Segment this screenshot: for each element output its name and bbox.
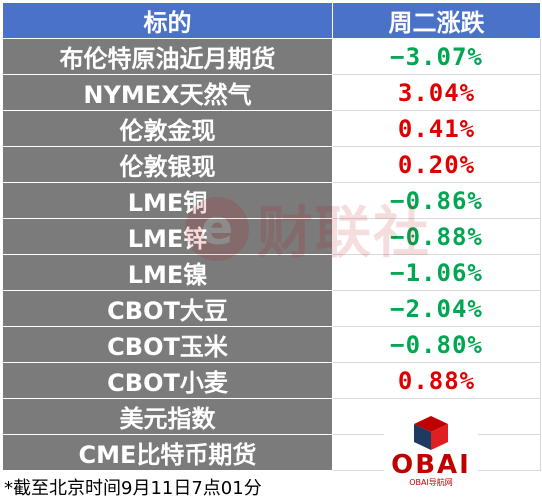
table-row: NYMEX天然气 3.04%	[2, 74, 541, 111]
obai-logo: OBAI OBAI导航网	[384, 412, 478, 500]
table-row: LME镍 −1.06%	[2, 254, 541, 291]
change-value: 3.04%	[332, 74, 541, 111]
change-value: −0.80%	[332, 326, 541, 363]
header-name-column: 标的	[2, 2, 333, 39]
table-row: CBOT玉米 −0.80%	[2, 326, 541, 363]
change-value: 0.41%	[332, 110, 541, 147]
table-row: LME锌 −0.88%	[2, 218, 541, 255]
table-row: CBOT小麦 0.88%	[2, 362, 541, 399]
table-row: CME比特币期货	[2, 434, 541, 471]
logo-title: OBAI	[391, 450, 471, 480]
instrument-name: 美元指数	[2, 398, 333, 435]
table-row: 布伦特原油近月期货 −3.07%	[2, 38, 541, 75]
instrument-name: LME铜	[2, 182, 333, 219]
change-value: −2.04%	[332, 290, 541, 327]
instrument-name: 伦敦银现	[2, 146, 333, 183]
instrument-name: LME锌	[2, 218, 333, 255]
table-row: 伦敦银现 0.20%	[2, 146, 541, 183]
table-header-row: 标的 周二涨跌	[2, 2, 541, 39]
change-value: 0.20%	[332, 146, 541, 183]
change-value: 0.88%	[332, 362, 541, 399]
header-change-column: 周二涨跌	[332, 2, 541, 39]
table-row: CBOT大豆 −2.04%	[2, 290, 541, 327]
logo-subtitle: OBAI导航网	[409, 478, 453, 487]
instrument-name: 伦敦金现	[2, 110, 333, 147]
instrument-name: NYMEX天然气	[2, 74, 333, 111]
table-row: LME铜 −0.86%	[2, 182, 541, 219]
table-row: 伦敦金现 0.41%	[2, 110, 541, 147]
instrument-name: CBOT小麦	[2, 362, 333, 399]
change-value: −1.06%	[332, 254, 541, 291]
instrument-name: CME比特币期货	[2, 434, 333, 471]
cube-icon	[414, 416, 448, 450]
instrument-name: LME镍	[2, 254, 333, 291]
change-value: −0.88%	[332, 218, 541, 255]
commodity-change-table: 标的 周二涨跌 布伦特原油近月期货 −3.07% NYMEX天然气 3.04% 伦敦金现…	[2, 2, 541, 471]
instrument-name: CBOT大豆	[2, 290, 333, 327]
instrument-name: 布伦特原油近月期货	[2, 38, 333, 75]
change-value: −3.07%	[332, 38, 541, 75]
instrument-name: CBOT玉米	[2, 326, 333, 363]
change-value: −0.86%	[332, 182, 541, 219]
footnote: *截至北京时间9月11日7点01分	[4, 478, 262, 499]
